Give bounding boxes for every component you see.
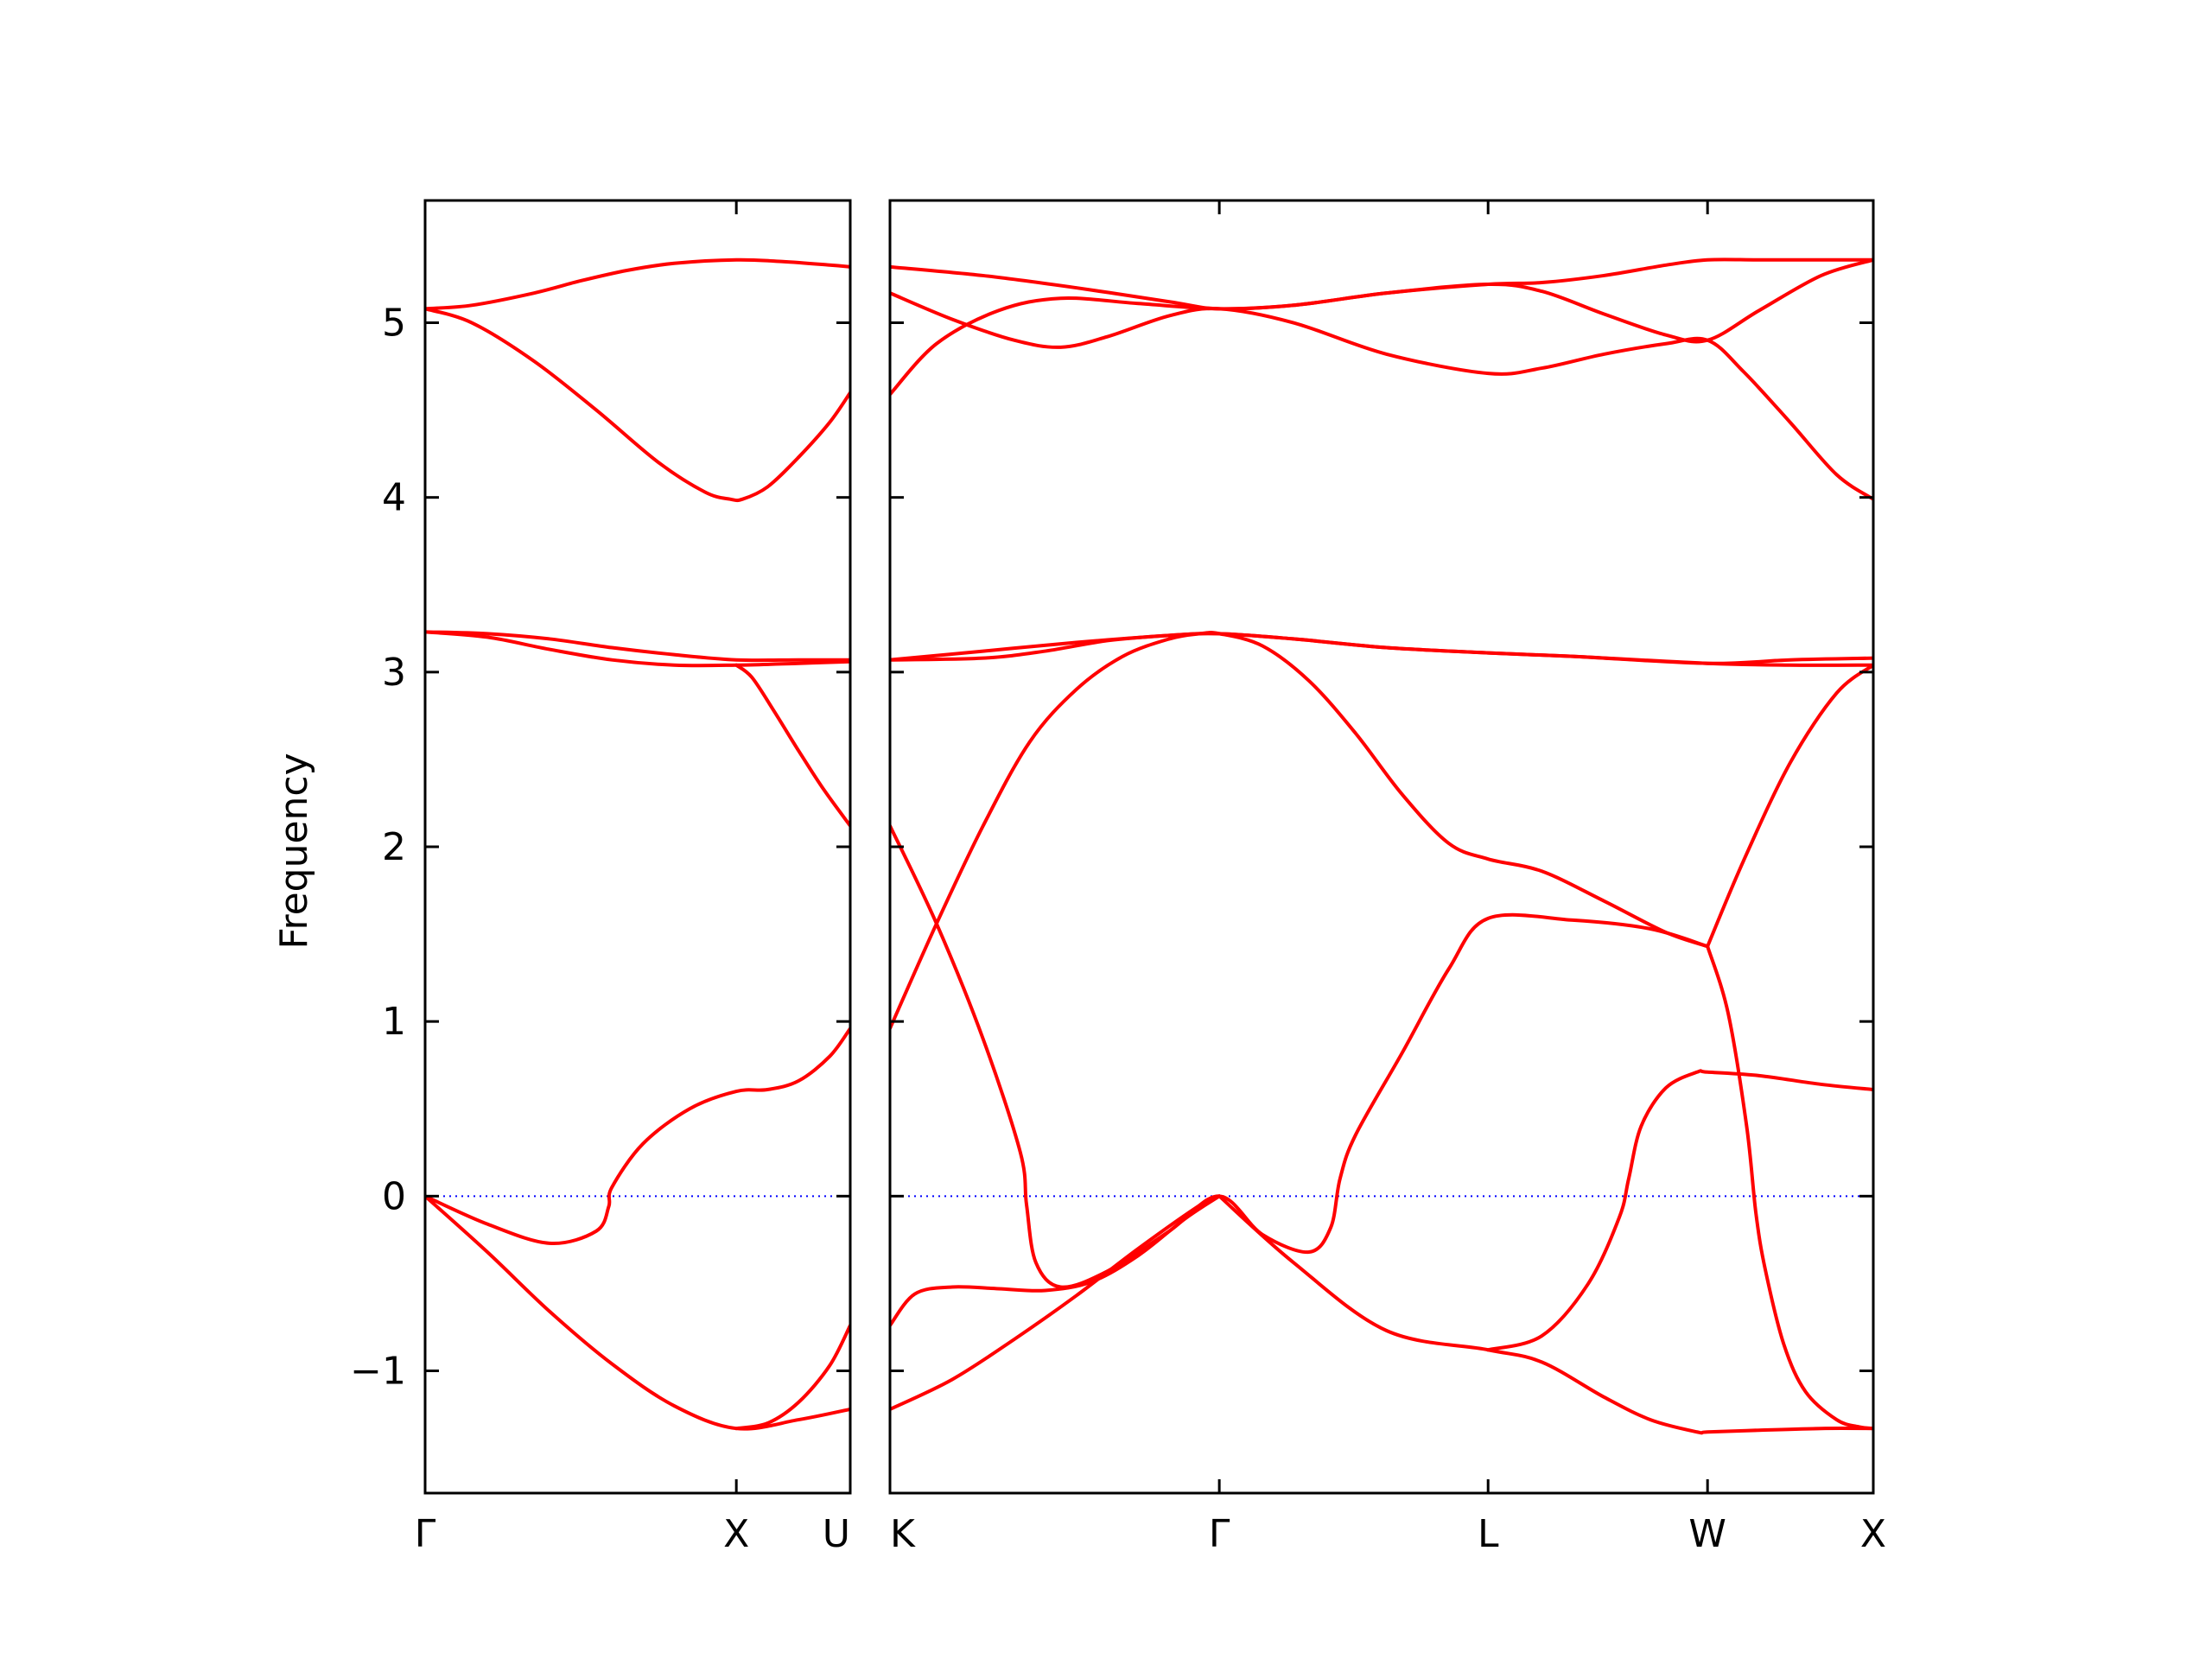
- band-line: [1706, 663, 1873, 949]
- band-line: [425, 1194, 850, 1431]
- x-tick-label: X: [723, 1512, 749, 1556]
- x-tick-label: U: [823, 1512, 850, 1556]
- band-line: [1486, 1069, 1873, 1352]
- y-tick-label: 1: [382, 1000, 406, 1044]
- band-line: [890, 1194, 1222, 1327]
- band-line: [425, 1027, 850, 1245]
- panel-1: Γ X U −1 0 1 2 3 4 5: [350, 199, 852, 1556]
- band-line: [734, 1323, 850, 1431]
- x-tick-label: Γ: [415, 1512, 436, 1556]
- band-line: [734, 663, 850, 828]
- band-line: [425, 630, 850, 663]
- band-line: [425, 630, 850, 668]
- x-tick-label: L: [1478, 1512, 1499, 1556]
- y-tick-label: −1: [350, 1349, 406, 1393]
- band-line: [890, 823, 1710, 1289]
- band-line: [890, 1194, 1222, 1411]
- plot-frame: [423, 199, 852, 1495]
- x-tick-label: X: [1860, 1512, 1886, 1556]
- y-tick-label: 5: [382, 302, 406, 346]
- band-line: [1706, 944, 1873, 1431]
- chart-panels: Γ X U −1 0 1 2 3 4 5 K Γ L W X: [350, 199, 1886, 1556]
- plot-frame: [888, 199, 1875, 1495]
- x-tick-label: Γ: [1209, 1512, 1230, 1556]
- band-line: [425, 257, 850, 311]
- bands-group: [425, 257, 850, 1431]
- x-tick-label: W: [1688, 1512, 1726, 1556]
- band-line: [425, 307, 850, 503]
- band-line: [890, 257, 1873, 397]
- y-tick-label: 4: [382, 476, 406, 520]
- y-tick-label: 0: [382, 1174, 406, 1218]
- band-line: [890, 631, 1710, 1031]
- x-tick-label: K: [890, 1512, 916, 1556]
- bands-group: [890, 257, 1873, 1435]
- band-line: [890, 632, 1873, 667]
- y-axis-label: Frequency: [272, 753, 316, 949]
- y-tick-label: 3: [382, 651, 406, 695]
- band-line: [890, 291, 1873, 501]
- band-line: [1217, 1194, 1873, 1435]
- y-tick-label: 2: [382, 825, 406, 869]
